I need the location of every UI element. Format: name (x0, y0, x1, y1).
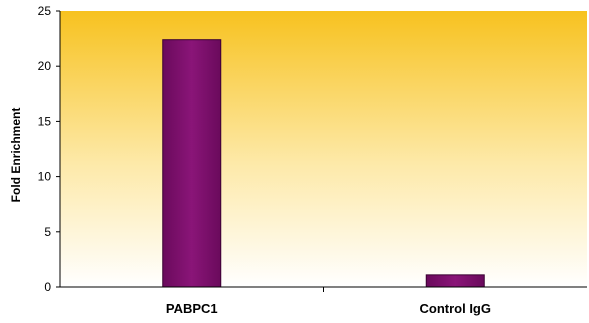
y-tick-label: 10 (38, 170, 52, 184)
x-ticks-group: PABPC1 Control IgG (166, 287, 491, 316)
bar-control-igg (425, 274, 485, 288)
y-tick-label: 15 (38, 114, 52, 128)
plot-background (60, 11, 587, 287)
x-category-label: Control IgG (420, 301, 492, 316)
x-category-label: PABPC1 (166, 301, 218, 316)
y-tick-label: 0 (44, 280, 51, 294)
y-tick-label: 25 (38, 4, 52, 18)
bar-pabpc1 (162, 39, 222, 288)
y-tick-label: 5 (44, 225, 51, 239)
y-ticks-group: 0 5 10 15 20 25 (38, 4, 60, 294)
bars-group (162, 39, 485, 288)
y-tick-label: 20 (38, 59, 52, 73)
y-axis-title: Fold Enrichment (9, 108, 23, 203)
